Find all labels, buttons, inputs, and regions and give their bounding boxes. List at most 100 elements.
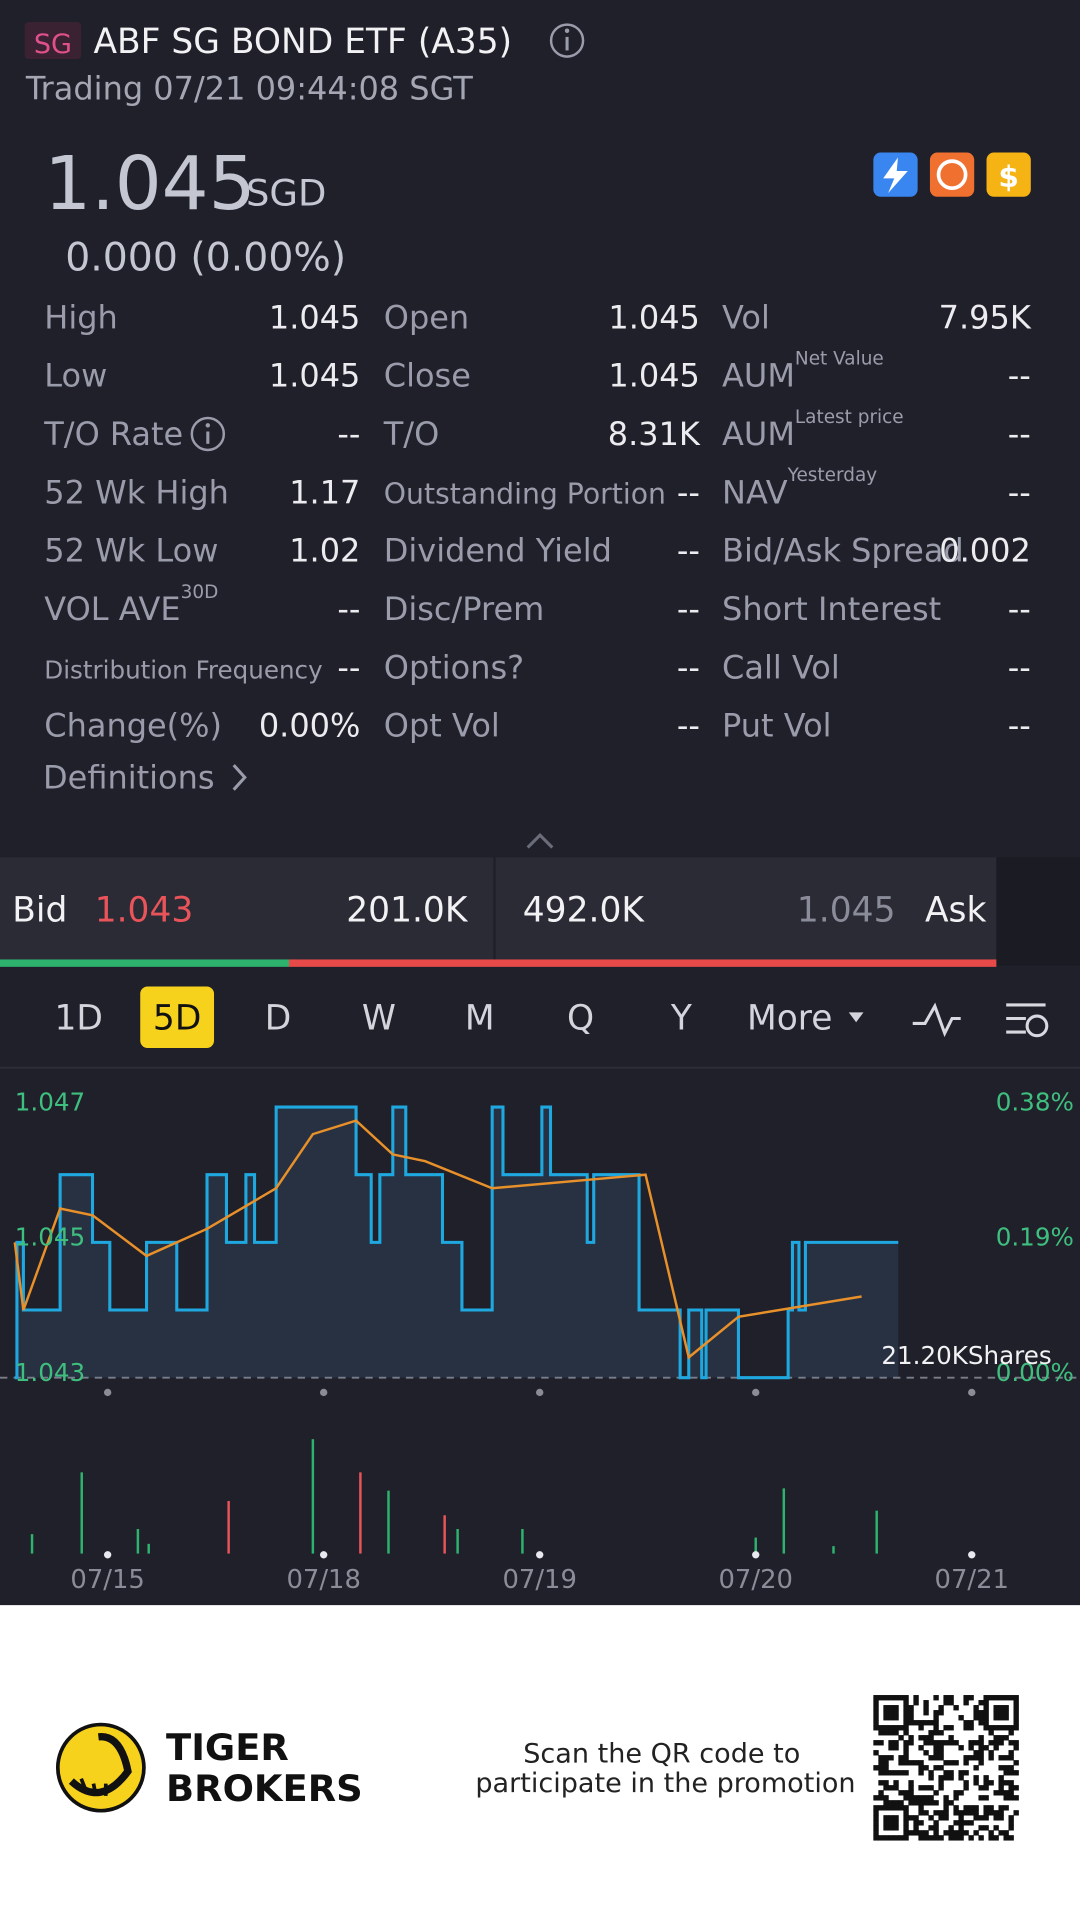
- orderbook-background: [0, 857, 997, 966]
- qr-module: [918, 1765, 924, 1771]
- qr-module: [1008, 1740, 1014, 1746]
- qr-module: [918, 1760, 924, 1766]
- stat-value: --: [677, 707, 700, 745]
- qr-module: [933, 1710, 939, 1716]
- qr-module: [958, 1770, 964, 1776]
- qr-module: [998, 1815, 1004, 1821]
- qr-module: [1003, 1755, 1009, 1761]
- tab[interactable]: M: [465, 999, 495, 1039]
- qr-module: [878, 1755, 884, 1761]
- info-icon[interactable]: [549, 23, 585, 58]
- qr-module: [878, 1795, 884, 1801]
- qr-module: [983, 1745, 989, 1751]
- stat-label-text: Dividend Yield: [384, 532, 612, 570]
- qr-module: [1013, 1720, 1019, 1726]
- bid-ratio: [0, 959, 289, 967]
- stat-label-text: 52 Wk Low: [44, 532, 218, 570]
- qr-module: [928, 1785, 934, 1791]
- qr-module: [983, 1695, 989, 1701]
- qr-module: [878, 1695, 884, 1701]
- qr-module: [973, 1830, 979, 1836]
- volume-bar: [521, 1528, 524, 1554]
- y-tick-label: 1.043: [15, 1358, 85, 1387]
- qr-module: [973, 1805, 979, 1811]
- qr-module: [963, 1770, 969, 1776]
- stat-label: AUMLatest price: [722, 407, 904, 453]
- tab[interactable]: Y: [670, 999, 693, 1039]
- qr-module: [878, 1725, 884, 1731]
- qr-module: [998, 1830, 1004, 1836]
- qr-module: [978, 1710, 984, 1716]
- x-tick-label: 07/15: [70, 1565, 144, 1595]
- tab[interactable]: W: [362, 999, 396, 1039]
- tab[interactable]: Q: [567, 999, 594, 1039]
- qr-module: [958, 1815, 964, 1821]
- qr-module: [1003, 1715, 1009, 1721]
- qr-module: [993, 1745, 999, 1751]
- qr-module: [983, 1825, 989, 1831]
- x-tick-dot: [752, 1551, 760, 1559]
- qr-module: [883, 1805, 889, 1811]
- qr-module: [923, 1795, 929, 1801]
- stat-label-text: Options?: [384, 648, 524, 686]
- qr-module: [908, 1720, 914, 1726]
- collapse-icon[interactable]: [526, 833, 554, 849]
- qr-module: [978, 1740, 984, 1746]
- qr-module: [943, 1805, 949, 1811]
- qr-module: [878, 1730, 884, 1736]
- qr-module: [968, 1720, 974, 1726]
- ask-size: 492.0K: [523, 890, 646, 930]
- tab[interactable]: More: [747, 999, 832, 1039]
- qr-module: [918, 1820, 924, 1826]
- tab[interactable]: 1D: [55, 999, 103, 1039]
- stat-label-text: Outstanding Portion: [384, 477, 666, 510]
- tab[interactable]: 5D: [153, 999, 201, 1039]
- qr-module: [873, 1805, 879, 1811]
- stat-value: --: [677, 590, 700, 628]
- qr-module: [938, 1780, 944, 1786]
- qr-module: [898, 1770, 904, 1776]
- qr-module: [938, 1750, 944, 1756]
- stat-value: --: [337, 590, 360, 628]
- qr-module: [1008, 1820, 1014, 1826]
- qr-module: [903, 1805, 909, 1811]
- qr-module: [923, 1710, 929, 1716]
- stat-label: Options?: [384, 648, 524, 686]
- tab[interactable]: D: [265, 999, 292, 1039]
- qr-module: [893, 1835, 899, 1841]
- qr-module: [888, 1740, 894, 1746]
- qr-module: [893, 1705, 899, 1711]
- qr-module: [963, 1700, 969, 1706]
- qr-module: [953, 1805, 959, 1811]
- qr-code[interactable]: [873, 1695, 1019, 1841]
- stat-label-text: Low: [44, 357, 107, 395]
- qr-module: [993, 1710, 999, 1716]
- price: 1.045: [44, 141, 255, 227]
- qr-module: [953, 1820, 959, 1826]
- info-icon: [190, 416, 226, 452]
- qr-module: [973, 1815, 979, 1821]
- x-tick-dot: [103, 1388, 112, 1397]
- qr-module: [948, 1760, 954, 1766]
- qr-module: [963, 1830, 969, 1836]
- qr-module: [878, 1760, 884, 1766]
- qr-module: [998, 1790, 1004, 1796]
- qr-module: [908, 1735, 914, 1741]
- qr-module: [963, 1805, 969, 1811]
- qr-module: [883, 1765, 889, 1771]
- feature-icons[interactable]: $: [873, 152, 1031, 197]
- qr-module: [973, 1780, 979, 1786]
- qr-module: [948, 1825, 954, 1831]
- stat-label: Opt Vol: [384, 707, 500, 745]
- qr-module: [998, 1735, 1004, 1741]
- qr-module: [983, 1720, 989, 1726]
- background: [0, 0, 1080, 1606]
- qr-module: [968, 1810, 974, 1816]
- qr-module: [1008, 1750, 1014, 1756]
- definitions-link[interactable]: Definitions: [43, 758, 214, 796]
- stat-label: Distribution Frequency: [44, 655, 322, 684]
- qr-module: [888, 1710, 894, 1716]
- volume-bar: [875, 1510, 878, 1554]
- qr-module: [953, 1830, 959, 1836]
